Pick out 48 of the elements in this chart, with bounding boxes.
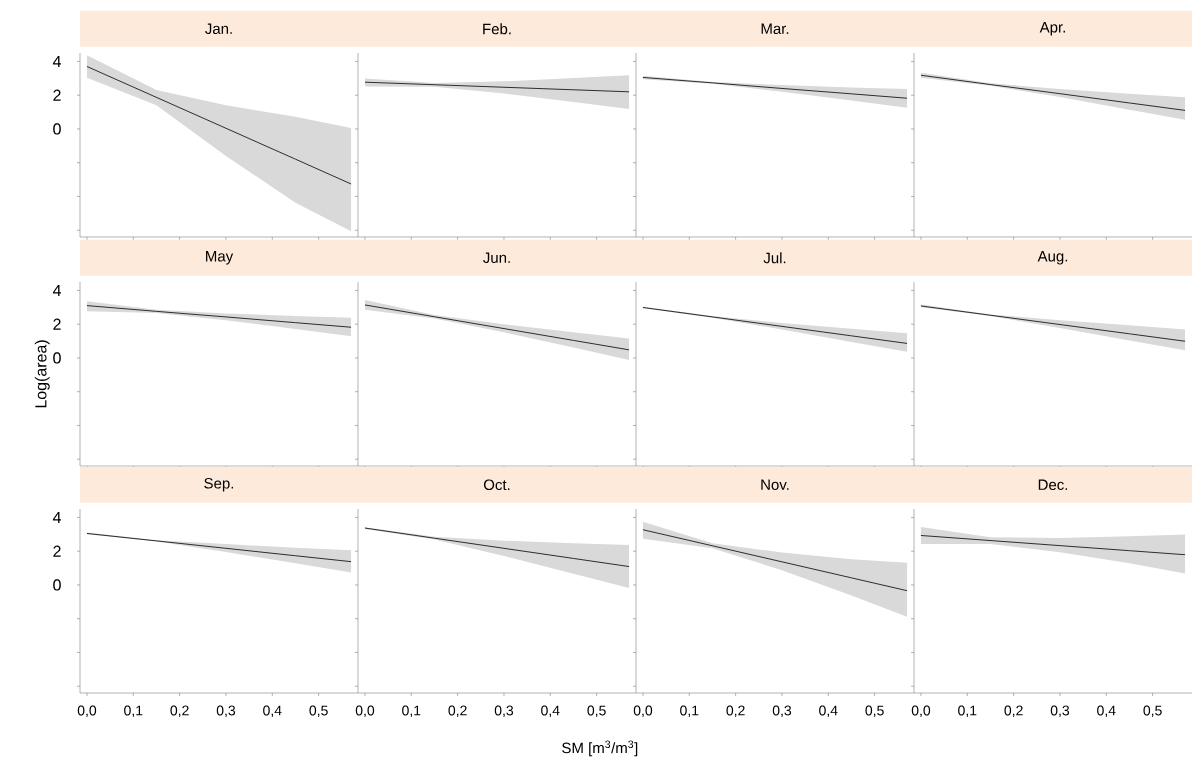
y-tick-label: 4 <box>52 55 61 67</box>
chart-title: Feb. <box>483 23 511 35</box>
y-tick-label: 2 <box>53 89 61 101</box>
x-tick-label: 0,5 <box>1143 705 1162 718</box>
x-tick-label: 0,0 <box>633 705 653 718</box>
y-tick-label: 0 <box>53 352 61 364</box>
x-tick-label: 0,1 <box>124 705 143 718</box>
x-tick-label: 0,4 <box>1097 705 1116 718</box>
chart-title: Jul. <box>763 252 786 264</box>
y-axis-title: Log(area) <box>34 340 50 408</box>
x-tick-label: 0,4 <box>541 705 560 718</box>
x-tick-label: 0,0 <box>355 705 375 718</box>
x-tick-label: 0,2 <box>726 705 745 718</box>
y-tick-label: 2 <box>53 318 61 330</box>
line-series <box>86 305 352 328</box>
chart-title: Apr. <box>1039 22 1065 36</box>
x-tick-label: 0,3 <box>216 705 236 718</box>
chart-title: Oct. <box>483 479 510 491</box>
x-tick-label: 0,5 <box>865 705 884 718</box>
chart-title: Dec. <box>1038 479 1068 491</box>
x-tick-label: 0,5 <box>587 705 606 718</box>
chart-title: Nov. <box>761 479 789 491</box>
chart-title: Jun. <box>483 252 510 264</box>
x-tick-label: 0,1 <box>958 705 977 718</box>
x-tick-label: 0,2 <box>1004 705 1023 718</box>
chart-title: Jan. <box>205 23 232 35</box>
x-tick-label: 0,5 <box>309 705 328 718</box>
chart-title: Aug. <box>1037 251 1068 265</box>
chart-title: Sep. <box>204 477 234 492</box>
x-tick-label: 0,3 <box>772 705 792 718</box>
y-tick-label: 4 <box>52 284 61 296</box>
x-tick-label: 0,2 <box>448 705 467 718</box>
x-tick-label: 0,1 <box>680 705 699 718</box>
x-tick-label: 0,1 <box>402 705 421 718</box>
x-tick-label: 0,2 <box>170 705 189 718</box>
chart-title: May <box>206 251 234 265</box>
x-tick-label: 0,4 <box>263 705 282 718</box>
y-tick-label: 4 <box>52 511 61 523</box>
x-tick-label: 0,0 <box>77 705 97 718</box>
y-tick-label: 0 <box>53 579 61 591</box>
x-tick-label: 0,4 <box>819 705 838 718</box>
x-axis-title: SM [m$^{3}$/m$^{3}$] <box>562 740 638 757</box>
y-tick-label: 2 <box>53 545 61 557</box>
x-tick-label: 0,0 <box>911 705 931 718</box>
chart-title: Mar. <box>761 23 789 35</box>
y-tick-label: 0 <box>53 123 61 135</box>
x-tick-label: 0,3 <box>1050 705 1070 718</box>
x-tick-label: 0,3 <box>494 705 514 718</box>
